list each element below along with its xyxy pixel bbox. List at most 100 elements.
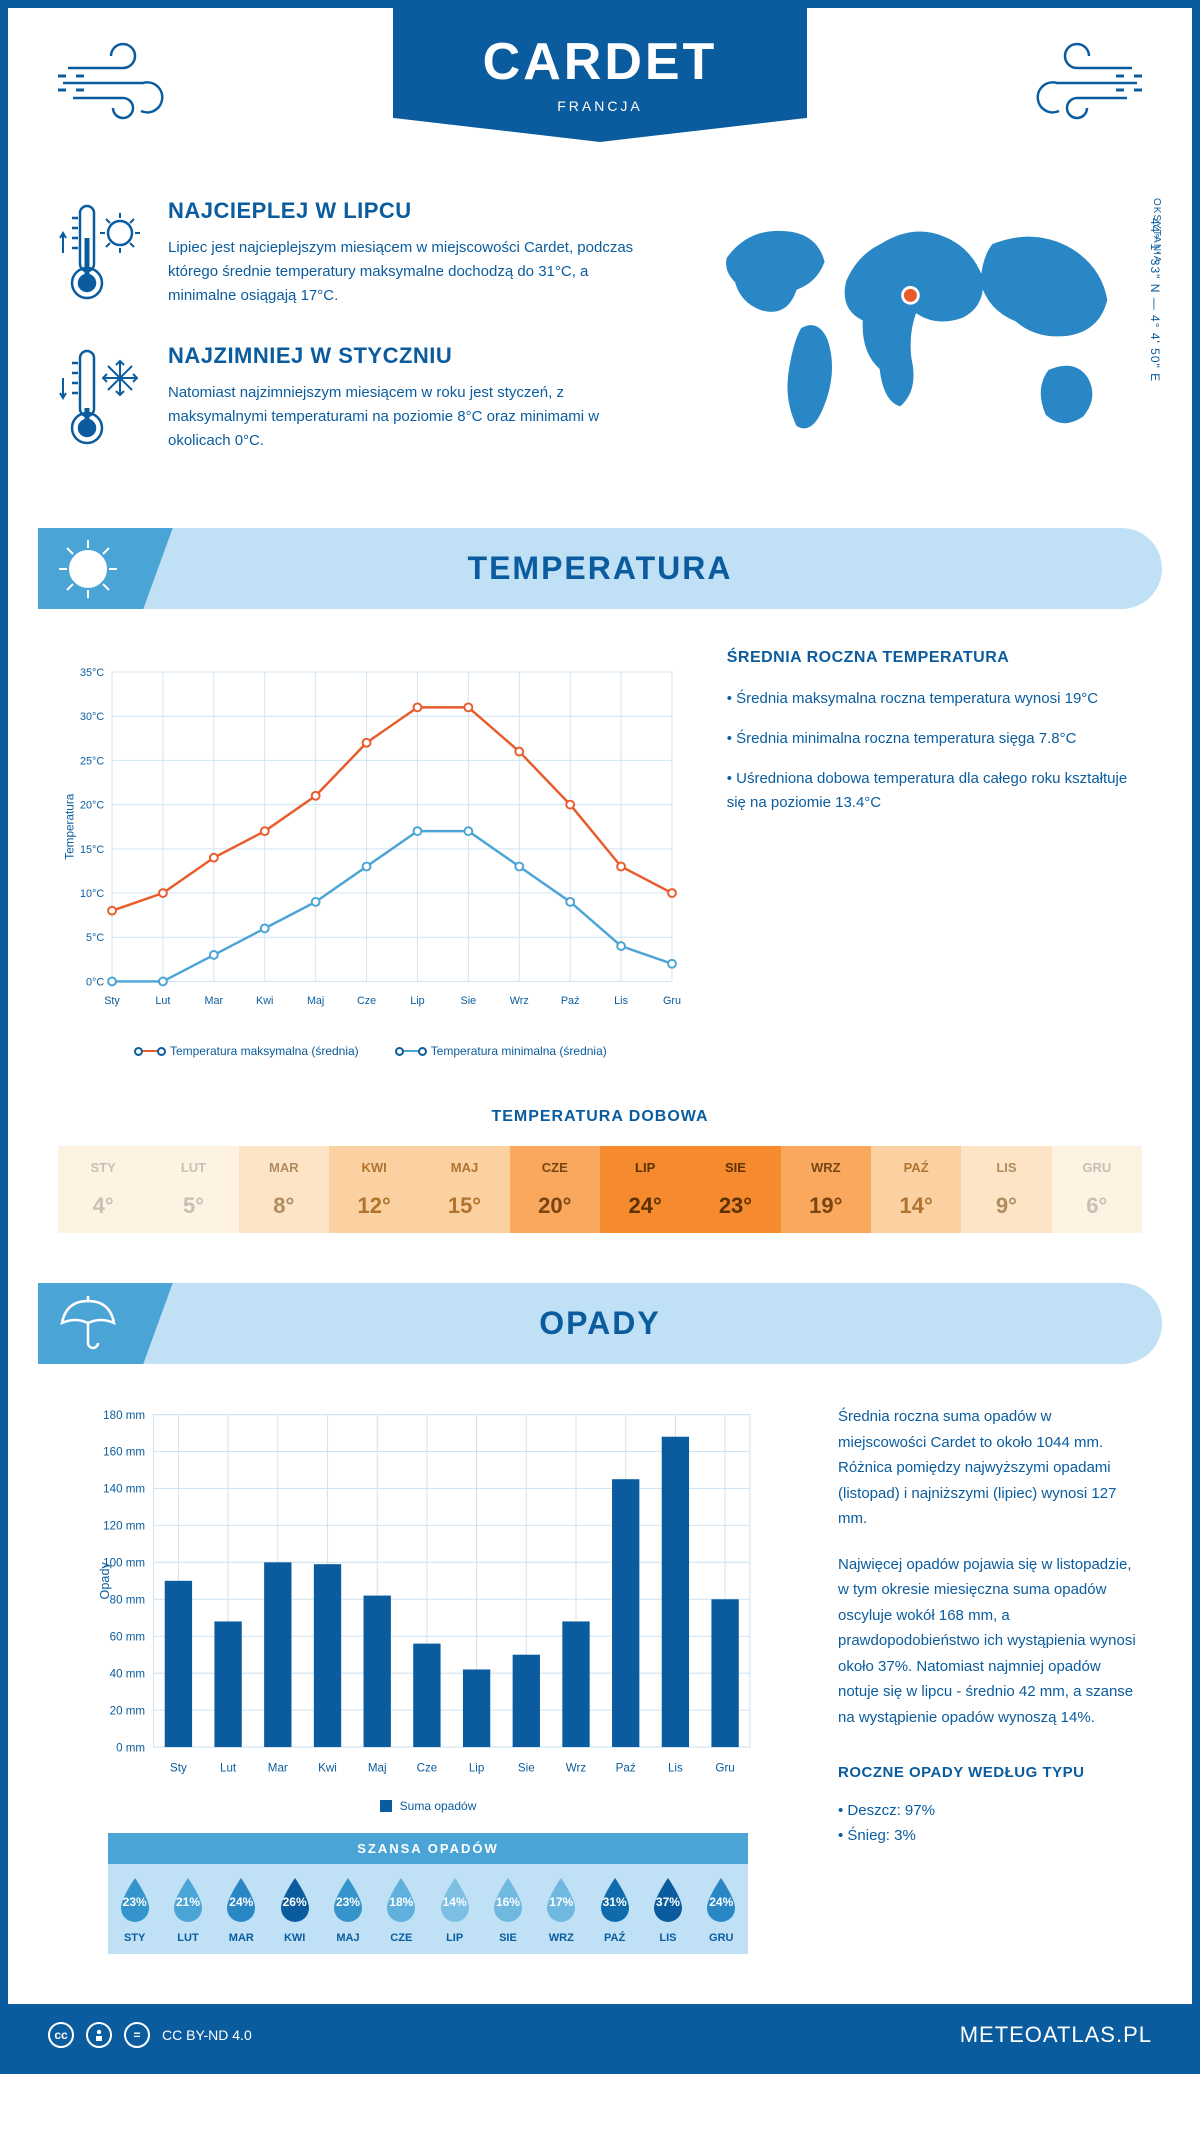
daily-month: CZE (510, 1160, 600, 1175)
chance-month: SIE (481, 1932, 534, 1944)
hottest-heading: NAJCIEPLEJ W LIPCU (168, 198, 654, 224)
legend-min-label: Temperatura minimalna (średnia) (431, 1044, 607, 1058)
svg-text:5°C: 5°C (86, 932, 104, 944)
svg-text:Lip: Lip (410, 995, 424, 1007)
svg-text:Mar: Mar (268, 1761, 288, 1774)
location-title: CARDET (483, 32, 718, 92)
precip-by-type-heading: ROCZNE OPADY WEDŁUG TYPU (838, 1760, 1142, 1786)
chance-cell: 16% SIE (481, 1864, 534, 1954)
chance-value: 21% (176, 1895, 200, 1909)
chance-cell: 21% LUT (161, 1864, 214, 1954)
daily-value: 23° (690, 1193, 780, 1219)
chance-value: 16% (496, 1895, 520, 1909)
svg-text:120 mm: 120 mm (103, 1520, 145, 1533)
daily-month: MAR (239, 1160, 329, 1175)
coldest-text: Natomiast najzimniejszym miesiącem w rok… (168, 381, 654, 453)
chance-value: 17% (549, 1895, 573, 1909)
daily-cell: LIS9° (961, 1146, 1051, 1233)
daily-month: PAŹ (871, 1160, 961, 1175)
daily-value: 14° (871, 1193, 961, 1219)
svg-text:Paź: Paź (561, 995, 580, 1007)
svg-text:0°C: 0°C (86, 976, 104, 988)
daily-cell: MAJ15° (419, 1146, 509, 1233)
svg-text:40 mm: 40 mm (110, 1667, 145, 1680)
thermometer-cold-icon (58, 343, 148, 458)
chance-month: LIP (428, 1932, 481, 1944)
svg-text:Paź: Paź (616, 1761, 636, 1774)
chance-month: STY (108, 1932, 161, 1944)
raindrop-icon: 21% (168, 1876, 208, 1924)
chance-cell: 37% LIS (641, 1864, 694, 1954)
coldest-heading: NAJZIMNIEJ W STYCZNIU (168, 343, 654, 369)
svg-text:Wrz: Wrz (510, 995, 529, 1007)
svg-text:Gru: Gru (715, 1761, 734, 1774)
temperature-section-bar: TEMPERATURA (38, 528, 1162, 609)
temp-bullet: • Uśredniona dobowa temperatura dla całe… (727, 767, 1142, 815)
chance-cell: 24% GRU (695, 1864, 748, 1954)
nd-icon: = (124, 2022, 150, 2048)
raindrop-icon: 23% (115, 1876, 155, 1924)
svg-text:Mar: Mar (205, 995, 224, 1007)
umbrella-icon (38, 1283, 138, 1364)
raindrop-icon: 14% (435, 1876, 475, 1924)
legend-max-label: Temperatura maksymalna (średnia) (170, 1044, 359, 1058)
coordinates: 44° 1' 33" N — 4° 4' 50" E (1148, 218, 1162, 382)
chance-cell: 26% KWI (268, 1864, 321, 1954)
precip-type-bullet: • Deszcz: 97% (838, 1798, 1142, 1824)
svg-text:Sie: Sie (461, 995, 477, 1007)
svg-text:Temperatura: Temperatura (64, 793, 77, 860)
daily-month: SIE (690, 1160, 780, 1175)
svg-text:Sie: Sie (518, 1761, 535, 1774)
daily-month: LIP (600, 1160, 690, 1175)
svg-text:Lip: Lip (469, 1761, 485, 1774)
svg-text:15°C: 15°C (80, 844, 104, 856)
chance-value: 23% (336, 1895, 360, 1909)
precipitation-chance-table: SZANSA OPADÓW 23% STY 21% LUT 24% MAR 26… (108, 1833, 748, 1954)
svg-text:25°C: 25°C (80, 755, 104, 767)
svg-text:Wrz: Wrz (566, 1761, 587, 1774)
precipitation-heading: OPADY (38, 1305, 1162, 1342)
chance-value: 31% (603, 1895, 627, 1909)
svg-text:35°C: 35°C (80, 667, 104, 679)
svg-text:180 mm: 180 mm (103, 1409, 145, 1422)
chance-value: 37% (656, 1895, 680, 1909)
temp-bullet: • Średnia minimalna roczna temperatura s… (727, 727, 1142, 751)
daily-value: 5° (148, 1193, 238, 1219)
precipitation-chart: 0 mm20 mm40 mm60 mm80 mm100 mm120 mm140 … (58, 1404, 798, 1994)
daily-month: KWI (329, 1160, 419, 1175)
precip-para-1: Średnia roczna suma opadów w miejscowośc… (838, 1404, 1142, 1532)
by-icon (86, 2022, 112, 2048)
svg-text:20°C: 20°C (80, 800, 104, 812)
temperature-chart: 0°C5°C10°C15°C20°C25°C30°C35°CStyLutMarK… (58, 649, 687, 1058)
daily-cell: STY4° (58, 1146, 148, 1233)
daily-cell: LIP24° (600, 1146, 690, 1233)
daily-cell: LUT5° (148, 1146, 238, 1233)
svg-text:Kwi: Kwi (256, 995, 273, 1007)
precip-type-bullet: • Śnieg: 3% (838, 1823, 1142, 1849)
wind-icon (58, 38, 198, 133)
daily-cell: KWI 12° (329, 1146, 419, 1233)
avg-temp-heading: ŚREDNIA ROCZNA TEMPERATURA (727, 649, 1142, 667)
chance-cell: 18% CZE (375, 1864, 428, 1954)
chance-month: LIS (641, 1932, 694, 1944)
svg-text:Maj: Maj (368, 1761, 387, 1774)
title-banner: CARDET FRANCJA (393, 8, 808, 142)
daily-value: 12° (329, 1193, 419, 1219)
precip-para-2: Najwięcej opadów pojawia się w listopadz… (838, 1552, 1142, 1731)
daily-cell: MAR 8° (239, 1146, 329, 1233)
chance-heading: SZANSA OPADÓW (108, 1833, 748, 1864)
svg-text:160 mm: 160 mm (103, 1446, 145, 1459)
legend-precip: Suma opadów (380, 1799, 477, 1813)
raindrop-icon: 18% (381, 1876, 421, 1924)
chance-cell: 31% PAŹ (588, 1864, 641, 1954)
daily-value: 8° (239, 1193, 329, 1219)
daily-value: 15° (419, 1193, 509, 1219)
temperature-heading: TEMPERATURA (38, 550, 1162, 587)
wind-icon (1002, 38, 1142, 133)
daily-cell: SIE 23° (690, 1146, 780, 1233)
chance-month: WRZ (535, 1932, 588, 1944)
world-map-block: OKSYTANIA 44° 1' 33" N — 4° 4' 50" E (694, 198, 1142, 488)
hottest-text: Lipiec jest najcieplejszym miesiącem w m… (168, 236, 654, 308)
chance-month: MAJ (321, 1932, 374, 1944)
chance-cell: 23% STY (108, 1864, 161, 1954)
